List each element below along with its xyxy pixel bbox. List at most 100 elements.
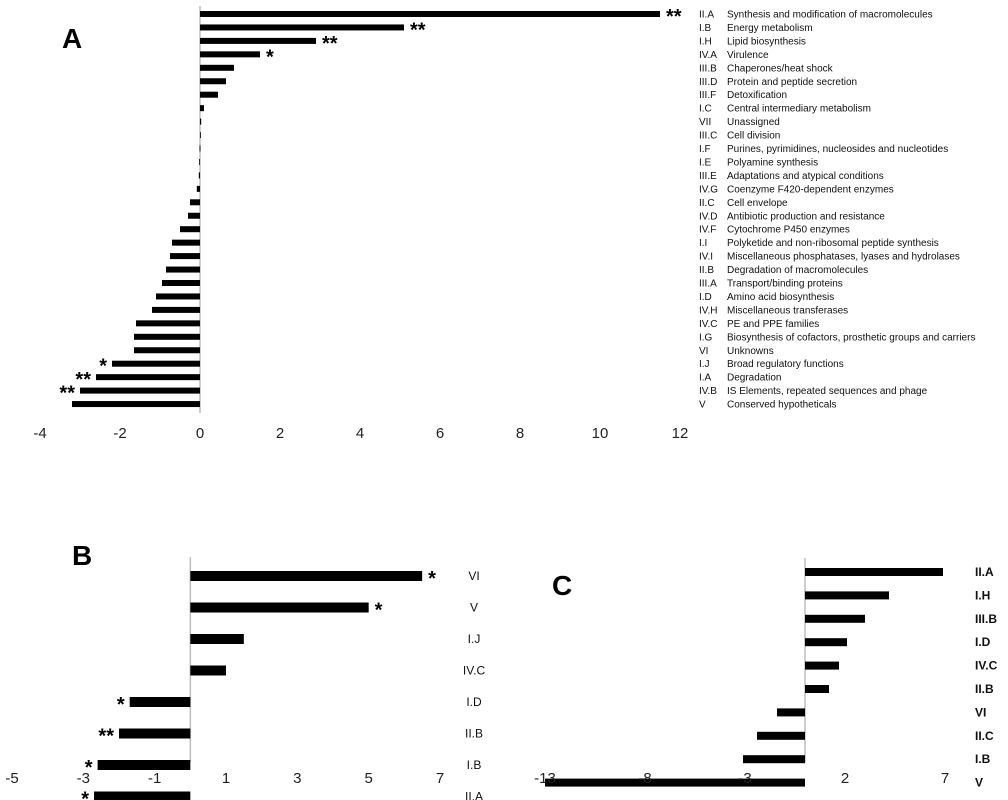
panel-b-code-6: I.B bbox=[467, 758, 482, 772]
panel-a-code-17: I.I bbox=[699, 238, 707, 249]
panel-a-name-17: Polyketide and non-ribosomal peptide syn… bbox=[727, 238, 939, 249]
panel-b-tick-0: -5 bbox=[5, 770, 18, 787]
panel-a-bar-21 bbox=[156, 293, 200, 300]
panel-b-code-1: V bbox=[470, 601, 478, 615]
panel-a-name-15: Antibiotic production and resistance bbox=[727, 211, 885, 222]
panel-a-name-19: Degradation of macromolecules bbox=[727, 265, 868, 276]
panel-b-sig-0: * bbox=[428, 568, 436, 590]
panel-a-name-13: Coenzyme F420-dependent enzymes bbox=[727, 184, 894, 195]
panel-a-name-7: Central intermediary metabolism bbox=[727, 104, 871, 115]
panel-a-name-27: Degradation bbox=[727, 373, 781, 384]
panel-a-code-2: I.H bbox=[699, 36, 712, 47]
panel-a-bar-11 bbox=[199, 158, 200, 165]
panel-a-bar-16 bbox=[180, 226, 200, 233]
panel-c-code-3: I.D bbox=[975, 635, 991, 649]
panel-c-code-8: I.B bbox=[975, 752, 991, 766]
panel-a-code-12: III.E bbox=[699, 171, 717, 182]
panel-a-name-16: Cytochrome P450 enzymes bbox=[727, 225, 850, 236]
panel-a-code-21: I.D bbox=[699, 292, 712, 303]
panel-c-code-4: IV.C bbox=[975, 659, 998, 673]
panel-a-sig-2: ** bbox=[322, 33, 338, 55]
panel-a-tick-5: 6 bbox=[436, 425, 444, 442]
panel-c-tick-0: -13 bbox=[534, 770, 556, 787]
panel-a-sig-0: ** bbox=[666, 6, 682, 28]
panel-c-bar-4 bbox=[805, 661, 839, 670]
panel-b-code-7: II.A bbox=[465, 790, 483, 800]
panel-b-sig-4: * bbox=[117, 694, 125, 716]
panel-a-name-24: Biosynthesis of cofactors, prosthetic gr… bbox=[727, 332, 975, 343]
panel-a-code-7: I.C bbox=[699, 104, 712, 115]
panel-c-bar-7 bbox=[757, 731, 805, 740]
panel-a-bar-5 bbox=[200, 78, 226, 85]
panel-b-letter: B bbox=[72, 540, 92, 571]
panel-a-bar-9 bbox=[200, 132, 201, 139]
panel-a-code-22: IV.H bbox=[699, 305, 718, 316]
panel-a-code-15: IV.D bbox=[699, 211, 718, 222]
panel-a-name-4: Chaperones/heat shock bbox=[727, 63, 834, 74]
panel-a-bar-29 bbox=[72, 401, 200, 408]
panel-a-code-19: II.B bbox=[699, 265, 714, 276]
panel-c-code-0: II.A bbox=[975, 565, 994, 579]
panel-a-name-14: Cell envelope bbox=[727, 198, 788, 209]
panel-a-code-25: VI bbox=[699, 346, 708, 357]
panel-a-bar-14 bbox=[190, 199, 200, 206]
panel-a-name-29: Conserved hypotheticals bbox=[727, 400, 837, 411]
panel-a-code-29: V bbox=[699, 400, 706, 411]
panel-a-name-11: Polyamine synthesis bbox=[727, 157, 818, 168]
panel-a-name-2: Lipid biosynthesis bbox=[727, 36, 806, 47]
panel-c-bar-1 bbox=[805, 591, 889, 600]
panel-a-code-4: III.B bbox=[699, 63, 717, 74]
panel-a-bar-4 bbox=[200, 64, 234, 71]
panel-a-bar-28 bbox=[80, 387, 200, 394]
panel-a-bar-10 bbox=[199, 145, 201, 152]
panel-b-tick-4: 3 bbox=[293, 770, 301, 787]
panel-a-code-5: III.D bbox=[699, 77, 717, 88]
panel-b-code-3: IV.C bbox=[463, 664, 486, 678]
panel-a-bar-24 bbox=[134, 333, 200, 340]
panel-a-tick-4: 4 bbox=[356, 425, 364, 442]
panel-b-bar-7 bbox=[94, 791, 191, 800]
panel-b-tick-2: -1 bbox=[148, 770, 161, 787]
panel-a-name-8: Unassigned bbox=[727, 117, 780, 128]
panel-a-tick-6: 8 bbox=[516, 425, 524, 442]
panel-a-bar-26 bbox=[112, 360, 200, 367]
panel-b-bar-6 bbox=[97, 760, 191, 770]
panel-a-bar-2 bbox=[200, 37, 316, 44]
panel-b-bar-4 bbox=[129, 697, 191, 707]
panel-c-bar-3 bbox=[805, 638, 847, 647]
panel-b-bar-3 bbox=[190, 665, 226, 676]
panel-a-bar-6 bbox=[200, 91, 218, 98]
panel-c-tick-1: -8 bbox=[638, 770, 651, 787]
panel-c-tick-4: 7 bbox=[941, 770, 949, 787]
panel-b-sig-1: * bbox=[375, 600, 383, 622]
panel-a-code-6: III.F bbox=[699, 90, 716, 101]
panel-a-code-8: VII bbox=[699, 117, 711, 128]
panel-a-name-21: Amino acid biosynthesis bbox=[727, 292, 834, 303]
panel-c-letter: C bbox=[552, 570, 572, 601]
panel-a-code-18: IV.I bbox=[699, 252, 713, 263]
panel-b-code-4: I.D bbox=[466, 695, 482, 709]
panel-b-sig-5: ** bbox=[98, 726, 114, 748]
panel-b-code-0: VI bbox=[468, 569, 479, 583]
panel-a-bar-0 bbox=[200, 11, 660, 17]
panel-b-tick-6: 7 bbox=[436, 770, 444, 787]
panel-a-code-10: I.F bbox=[699, 144, 711, 155]
panel-b-bar-0 bbox=[190, 571, 423, 581]
panel-a-code-20: III.A bbox=[699, 279, 717, 290]
panel-a-code-23: IV.C bbox=[699, 319, 718, 330]
panel-c-bar-5 bbox=[805, 685, 829, 693]
panel-b-tick-5: 5 bbox=[364, 770, 372, 787]
panel-a-code-11: I.E bbox=[699, 157, 712, 168]
panel-a-code-26: I.J bbox=[699, 359, 710, 370]
panel-a-name-1: Energy metabolism bbox=[727, 23, 813, 34]
panel-c-tick-2: -3 bbox=[738, 770, 751, 787]
panel-a-code-3: IV.A bbox=[699, 50, 717, 61]
panel-a-code-1: I.B bbox=[699, 23, 712, 34]
panel-a-code-27: I.A bbox=[699, 373, 712, 384]
panel-a-tick-2: 0 bbox=[196, 425, 204, 442]
panel-a-name-25: Unknowns bbox=[727, 346, 774, 357]
panel-c-bar-8 bbox=[743, 755, 805, 764]
panel-a-bar-1 bbox=[200, 24, 404, 31]
panel-a-letter: A bbox=[62, 23, 82, 54]
